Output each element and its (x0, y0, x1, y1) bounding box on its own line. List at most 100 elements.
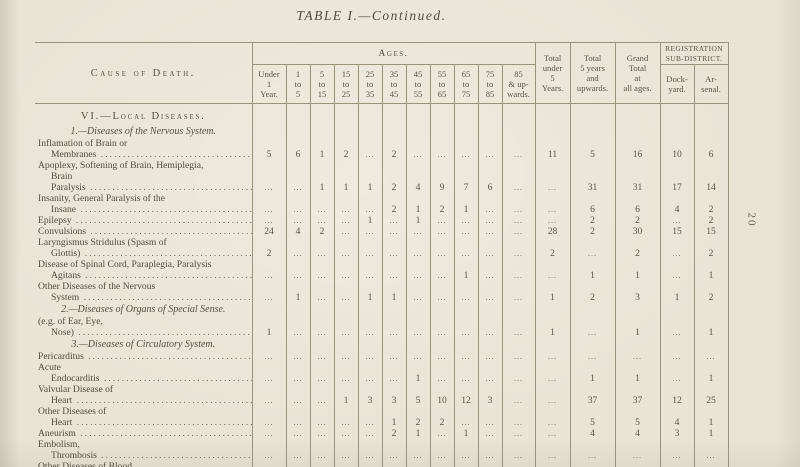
value-cell (659, 103, 695, 125)
value-cell (333, 338, 358, 351)
value-cell: ... (333, 226, 358, 237)
value-cell: 28 (534, 226, 571, 237)
value-cell: ... (453, 351, 478, 362)
subsection-heading-row: 1.—Diseases of the Nervous System. (35, 125, 729, 138)
value-cell (614, 125, 661, 138)
table-row: Valvular Disease of Heart.........133510… (35, 384, 729, 406)
value-cell: ... (614, 439, 661, 461)
value-cell: 4 (659, 406, 695, 428)
value-cell: ... (429, 439, 454, 461)
value-cell: ... (251, 193, 286, 215)
value-cell: ... (429, 281, 454, 303)
value-cell: 2 (569, 226, 616, 237)
row-label: Disease of Spinal Cord, Paraplegia, Para… (38, 259, 252, 281)
value-cell: ... (501, 461, 536, 467)
value-cell: ... (501, 259, 536, 281)
value-cell: ... (285, 384, 310, 406)
row-label: Other Diseases of Heart (38, 406, 252, 428)
value-cell: ... (381, 226, 406, 237)
value-cell: ... (501, 160, 536, 193)
value-cell: ... (453, 281, 478, 303)
value-cell: ... (405, 461, 430, 467)
value-cell (569, 103, 616, 125)
value-cell (659, 303, 695, 316)
value-cell: ... (251, 384, 286, 406)
value-cell: ... (477, 259, 502, 281)
value-cell: ... (453, 362, 478, 384)
value-cell: 31 (614, 160, 661, 193)
value-cell: 1 (357, 160, 382, 193)
value-cell: ... (569, 316, 616, 338)
page-number: 20 (745, 212, 758, 228)
value-cell: 12 (659, 384, 695, 406)
value-cell: 30 (614, 226, 661, 237)
value-cell: ... (333, 362, 358, 384)
value-cell: ... (309, 351, 334, 362)
value-cell: ... (333, 215, 358, 226)
value-cell: 2 (614, 215, 661, 226)
value-cell: ... (309, 237, 334, 259)
value-cell: ... (333, 259, 358, 281)
value-cell: ... (405, 237, 430, 259)
subsection-heading: 3.—Diseases of Circulatory System. (71, 339, 216, 350)
value-cell (285, 103, 310, 125)
value-cell: 1 (405, 215, 430, 226)
value-cell (251, 338, 286, 351)
value-cell (501, 338, 536, 351)
row-label-cell: Inflamation of Brain or Membranes (35, 138, 252, 160)
age-col-header: 15 to 25 (333, 64, 358, 104)
row-label-cell: Aneurism (35, 428, 252, 439)
value-cell: ... (534, 439, 571, 461)
value-cell: ... (357, 138, 382, 160)
value-cell: ... (453, 237, 478, 259)
value-cell: ... (501, 193, 536, 215)
row-label-cell: VI.—Local Diseases. (35, 104, 252, 126)
value-cell: ... (429, 362, 454, 384)
value-cell: 6 (693, 138, 729, 160)
value-cell (251, 103, 286, 125)
value-cell: 2 (693, 281, 729, 303)
value-cell (357, 103, 382, 125)
value-cell: ... (501, 439, 536, 461)
value-cell (251, 303, 286, 316)
value-cell (659, 125, 695, 138)
value-cell (501, 303, 536, 316)
value-cell: ... (285, 439, 310, 461)
value-cell: ... (453, 461, 478, 467)
table-row: (e.g. of Ear, Eye, Nose)1...............… (35, 316, 729, 338)
value-cell (453, 338, 478, 351)
table-row: Other Diseases of the Nervous System...1… (35, 281, 729, 303)
value-cell (251, 125, 286, 138)
row-label-cell: Disease of Spinal Cord, Paraplegia, Para… (35, 259, 252, 281)
value-cell (381, 103, 406, 125)
value-cell: ... (309, 215, 334, 226)
value-cell: 6 (477, 160, 502, 193)
value-cell: ... (405, 281, 430, 303)
value-cell (569, 338, 616, 351)
row-label: Insanity, General Paralysis of the Insan… (38, 193, 252, 215)
value-cell: 9 (429, 160, 454, 193)
value-cell: 3 (357, 384, 382, 406)
value-cell: ... (285, 215, 310, 226)
value-cell (693, 338, 729, 351)
age-col-header: 25 to 35 (357, 64, 382, 104)
value-cell: ... (693, 461, 729, 467)
value-cell: 1 (405, 428, 430, 439)
value-cell: ... (285, 193, 310, 215)
value-cell (357, 303, 382, 316)
value-cell: 16 (614, 138, 661, 160)
value-cell: ... (693, 439, 729, 461)
age-col-header: 55 to 65 (429, 64, 454, 104)
age-col-header: 5 to 15 (309, 64, 334, 104)
value-cell (659, 338, 695, 351)
value-cell: ... (357, 428, 382, 439)
value-cell: ... (357, 259, 382, 281)
table-row: Insanity, General Paralysis of the Insan… (35, 193, 729, 215)
value-cell: 1 (614, 362, 661, 384)
row-label-cell: Convulsions (35, 226, 252, 237)
value-cell: 2 (309, 226, 334, 237)
value-cell: ... (453, 439, 478, 461)
value-cell: ... (333, 428, 358, 439)
row-label-cell: 1.—Diseases of the Nervous System. (35, 125, 252, 138)
